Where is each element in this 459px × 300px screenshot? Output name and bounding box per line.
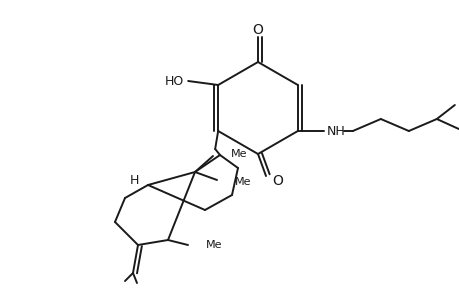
Text: O: O: [271, 174, 282, 188]
Text: Me: Me: [230, 149, 247, 159]
Text: Me: Me: [235, 177, 251, 187]
Text: NH: NH: [326, 124, 345, 137]
Text: HO: HO: [165, 74, 184, 88]
Text: Me: Me: [206, 240, 222, 250]
Text: O: O: [252, 23, 263, 37]
Text: H: H: [129, 175, 138, 188]
